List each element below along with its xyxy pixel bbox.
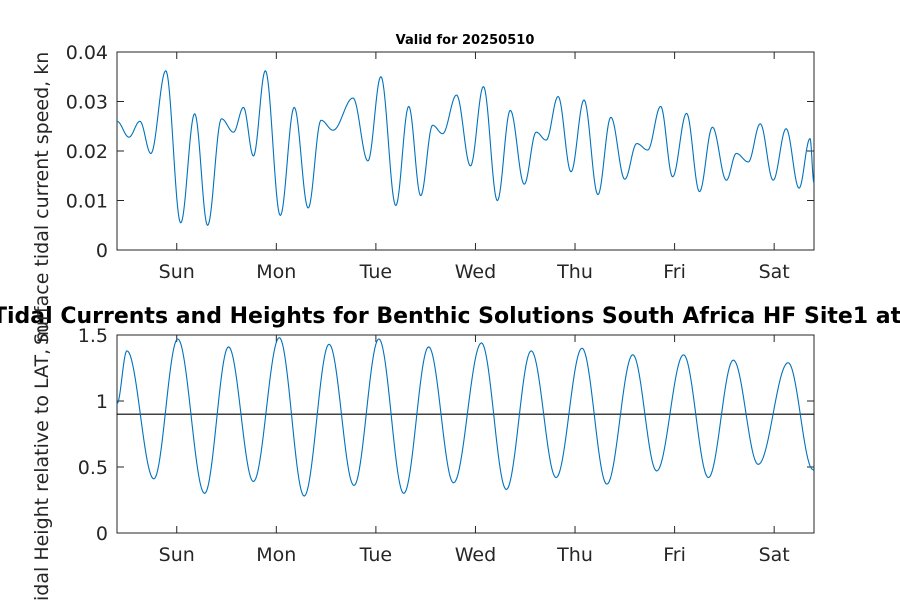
x-tick-label: Sat <box>759 261 790 283</box>
y-tick-label: 0.5 <box>78 457 108 479</box>
x-tick-label: Wed <box>455 544 496 566</box>
current-speed-lines <box>116 70 815 226</box>
tidal-height-panel: 0 0.5 1 1.5 Sun Mon Tue Wed Thu Fri Sat <box>78 325 815 566</box>
y-tick-label: 0 <box>96 523 108 545</box>
tidal-height-lines <box>116 336 815 497</box>
x-tick-label: Thu <box>556 261 593 283</box>
tidal-height-y-label: Tidal Height relative to LAT, m <box>31 324 53 600</box>
y-tick-label: 0.02 <box>66 141 108 163</box>
x-tick-label: Sat <box>759 544 790 566</box>
tidal-height-y-ticks: 0 0.5 1 1.5 <box>78 325 814 545</box>
figure-title: Tidal Currents and Heights for Benthic S… <box>0 304 900 329</box>
x-tick-label: Fri <box>663 261 686 283</box>
current-speed-x-ticks: Sun Mon Tue Wed Thu Fri Sat <box>159 52 790 283</box>
x-tick-label: Thu <box>556 544 593 566</box>
y-tick-label: 1.5 <box>78 325 108 347</box>
x-tick-label: Mon <box>256 261 296 283</box>
x-tick-label: Wed <box>455 261 496 283</box>
x-tick-label: Tue <box>359 544 392 566</box>
tidal-height-plot-area <box>116 334 815 534</box>
current-speed-panel: Valid for 20250510 0 0.01 0.02 0.03 0.04 Sun… <box>66 33 815 283</box>
y-tick-label: 0.03 <box>66 92 108 114</box>
x-tick-label: Mon <box>256 544 296 566</box>
x-tick-label: Sun <box>159 544 195 566</box>
series-line <box>116 70 815 226</box>
series-line <box>116 336 815 497</box>
tidal-height-x-ticks: Sun Mon Tue Wed Thu Fri Sat <box>159 335 790 566</box>
x-tick-label: Fri <box>663 544 686 566</box>
y-tick-label: 1 <box>96 391 108 413</box>
x-tick-label: Sun <box>159 261 195 283</box>
current-speed-y-ticks: 0 0.01 0.02 0.03 0.04 <box>66 42 814 262</box>
current-speed-title: Valid for 20250510 <box>396 33 535 48</box>
x-tick-label: Tue <box>359 261 392 283</box>
y-tick-label: 0 <box>96 240 108 262</box>
y-tick-label: 0.04 <box>66 42 108 64</box>
y-tick-label: 0.01 <box>66 191 108 213</box>
current-speed-y-label: Surface tidal current speed, kn <box>31 52 53 345</box>
current-speed-plot-area <box>116 51 815 251</box>
